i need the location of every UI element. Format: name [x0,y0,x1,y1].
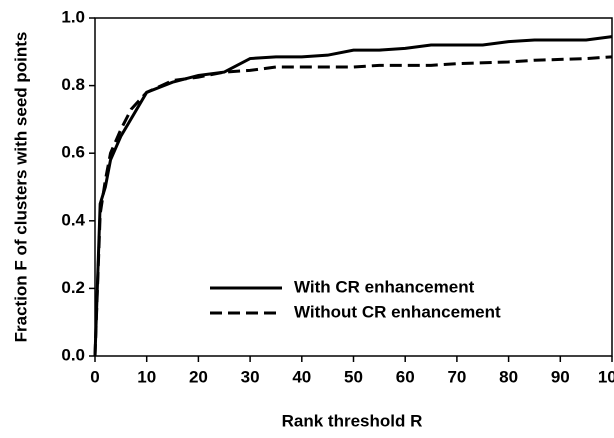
y-tick-label: 0.8 [61,75,85,94]
x-tick-label: 20 [189,367,208,386]
legend-label: With CR enhancement [294,277,475,296]
y-tick-label: 0.0 [61,345,85,364]
x-tick-label: 100 [598,367,614,386]
x-tick-label: 50 [344,367,363,386]
x-axis-label: Rank threshold R [282,411,423,430]
legend-label: Without CR enhancement [294,302,501,321]
x-tick-label: 90 [551,367,570,386]
x-tick-label: 60 [396,367,415,386]
x-tick-label: 30 [241,367,260,386]
y-tick-label: 1.0 [61,7,85,26]
y-tick-label: 0.2 [61,278,85,297]
x-tick-label: 40 [292,367,311,386]
x-tick-label: 10 [137,367,156,386]
y-tick-label: 0.4 [61,210,85,229]
x-tick-label: 0 [90,367,99,386]
series-line [93,35,613,357]
y-axis-label: Fraction F of clusters with seed points [11,32,30,343]
x-tick-label: 70 [447,367,466,386]
x-tick-label: 80 [499,367,518,386]
series-line [93,55,613,357]
y-tick-label: 0.6 [61,143,85,162]
